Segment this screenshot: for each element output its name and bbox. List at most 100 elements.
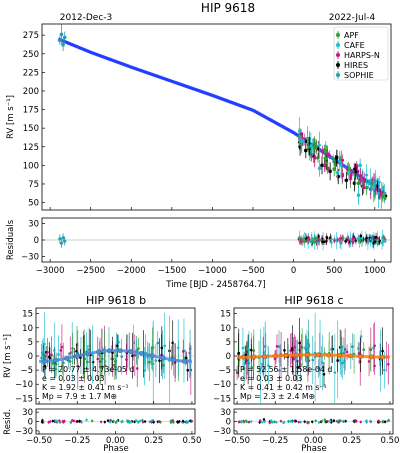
phase-residual-point (112, 420, 115, 423)
model-point (253, 109, 257, 113)
residual-point-hires (354, 239, 358, 242)
binned-point (240, 354, 246, 360)
phase-point (57, 352, 60, 356)
phase-point (120, 355, 124, 358)
y-tick-label: 5 (226, 338, 231, 348)
rv-point-apf (338, 157, 342, 161)
phase-residual-point (99, 420, 103, 424)
model-point (238, 104, 242, 107)
phase-point (99, 366, 102, 369)
phase-residual-point (190, 419, 193, 423)
y-tick-label: 10 (22, 324, 33, 334)
legend-marker (336, 53, 340, 57)
y-tick-label: 175 (23, 106, 39, 116)
binned-point (379, 354, 385, 360)
phase-residual-point (291, 420, 294, 424)
phase-residual-point (383, 420, 387, 424)
phase-residual-point (299, 420, 302, 424)
phase-point (277, 345, 281, 348)
phase-point (275, 345, 279, 348)
y-tick-label: 15 (220, 310, 231, 320)
phase-residual-point (289, 420, 292, 423)
phase-residual-point (181, 420, 185, 423)
residual-point-harps-n (333, 239, 336, 242)
binned-point (96, 349, 102, 355)
model-point (80, 47, 84, 50)
phase-point (41, 353, 45, 357)
residual-point-hires (372, 242, 375, 245)
model-point (180, 83, 184, 87)
phase-residual-point (69, 421, 73, 424)
model-point (282, 125, 286, 129)
phase-b-axes: −15 −10 −5 0 5 10 15 (15, 310, 193, 404)
model-point (284, 127, 288, 131)
residual-point-cafe (316, 241, 319, 244)
phase-c-xlabel: Phase (301, 444, 326, 453)
rv-point-hires (317, 147, 321, 151)
model-point (170, 79, 174, 83)
phase-point (307, 344, 311, 348)
phase-residual-point (323, 418, 326, 421)
model-point (185, 84, 188, 88)
binned-point (128, 349, 134, 354)
phase-residual-point (378, 420, 381, 424)
model-point (194, 88, 198, 92)
model-point (129, 65, 132, 69)
phase-residual-point (354, 419, 357, 422)
phase-point (59, 349, 63, 352)
model-point (260, 113, 264, 117)
phase-point (300, 346, 304, 350)
phase-residual-point (369, 419, 372, 423)
model-point (136, 68, 140, 71)
x-tick-label: 1000 (364, 266, 386, 276)
binned-point (272, 353, 278, 359)
model-point (150, 73, 154, 76)
phase-b-ylabel: RV [m s⁻¹] (3, 334, 13, 378)
model-point (75, 45, 79, 48)
phase-residual-point (268, 421, 271, 425)
y-tick-label: 15 (22, 310, 33, 320)
residual-point-cafe (356, 237, 360, 240)
phase-point (373, 344, 376, 347)
model-point (77, 46, 81, 49)
y-tick-label: −30 (213, 427, 231, 437)
phase-point (160, 346, 164, 350)
phase-point (62, 361, 65, 365)
phase-c-k: K = 0.41 ± 0.42 m s⁻¹ (240, 383, 327, 392)
binned-point (107, 348, 112, 354)
phase-point (292, 357, 295, 361)
phase-residual-point (55, 419, 58, 423)
phase-point (304, 347, 308, 351)
phase-residual-point (381, 420, 384, 424)
phase-residual-point (62, 421, 65, 424)
rv-point-apf (324, 157, 328, 161)
residual-point-harps-n (351, 237, 355, 241)
date-end-label: 2022-Jul-4 (329, 13, 376, 23)
y-tick-label: 0 (226, 352, 231, 362)
phase-point (163, 344, 167, 348)
phase-point (345, 350, 349, 354)
rv-point-cafe (381, 185, 385, 189)
model-point (189, 86, 193, 90)
rv-point-harps-n (320, 149, 324, 153)
legend-label: SOPHIE (344, 71, 374, 80)
phase-residual-point (90, 419, 94, 423)
x-tick-label: −500 (241, 266, 264, 276)
phase-point (381, 349, 384, 353)
binned-point (347, 353, 353, 359)
model-point (104, 56, 108, 60)
y-tick-label: −5 (218, 366, 231, 376)
phase-residual-point (143, 420, 147, 423)
model-point (163, 77, 166, 81)
phase-point (91, 360, 95, 364)
phase-point (47, 355, 51, 359)
y-tick-label: 50 (28, 199, 39, 209)
x-tick-label: 0.25 (342, 436, 361, 446)
phase-point (87, 348, 91, 351)
phase-point (137, 347, 140, 350)
model-point (236, 103, 240, 107)
phase-point (184, 356, 188, 360)
phase-residual-point (249, 420, 253, 423)
